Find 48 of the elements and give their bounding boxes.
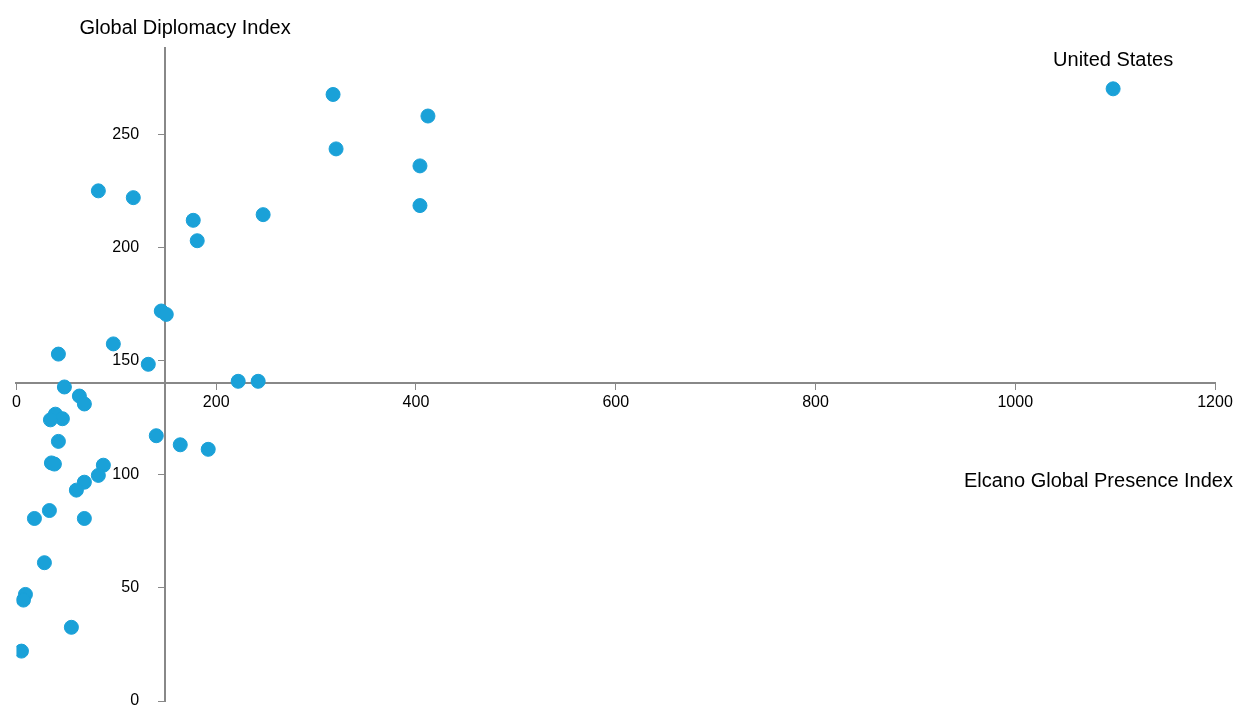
point	[412, 198, 428, 214]
point	[50, 433, 66, 449]
point	[255, 207, 271, 223]
point	[250, 373, 266, 389]
point	[76, 510, 92, 526]
point	[172, 437, 188, 453]
y-tick-label: 50	[121, 578, 140, 596]
x-axis-title: Elcano Global Presence Index	[963, 468, 1233, 491]
x-tick-label: 800	[802, 393, 829, 410]
point	[50, 346, 66, 362]
annotation: United States	[1053, 48, 1174, 71]
x-tick-label: 1000	[997, 393, 1034, 410]
point	[63, 619, 79, 635]
point	[26, 510, 42, 526]
point	[56, 379, 72, 395]
point	[230, 373, 246, 389]
x-tick-label: 0	[12, 393, 21, 410]
point	[140, 356, 156, 372]
point	[16, 592, 31, 608]
x-tick-label: 600	[602, 393, 630, 410]
point	[420, 108, 436, 124]
point	[68, 482, 84, 498]
point	[158, 306, 174, 322]
point	[148, 428, 164, 444]
x-tick-label: 400	[402, 393, 430, 410]
y-tick-label: 150	[112, 351, 140, 369]
point	[328, 141, 344, 157]
point	[1105, 81, 1121, 97]
x-tick-label: 200	[202, 393, 230, 410]
y-tick-label: 200	[112, 237, 140, 255]
point	[90, 183, 106, 199]
point	[76, 396, 92, 412]
point	[105, 336, 121, 352]
y-tick-label: 250	[112, 124, 140, 142]
y-tick-label: 0	[130, 691, 140, 709]
point	[189, 233, 205, 249]
x-tick-label: 1200	[1197, 393, 1233, 410]
point	[41, 503, 57, 519]
point	[412, 158, 428, 174]
point	[200, 441, 216, 457]
point	[185, 212, 201, 228]
point	[42, 412, 58, 428]
y-tick-label: 100	[112, 464, 140, 482]
point	[325, 86, 341, 102]
point	[90, 467, 106, 483]
y-axis-title: Global Diplomacy Index	[79, 15, 291, 38]
point	[125, 190, 141, 206]
point	[36, 555, 52, 571]
